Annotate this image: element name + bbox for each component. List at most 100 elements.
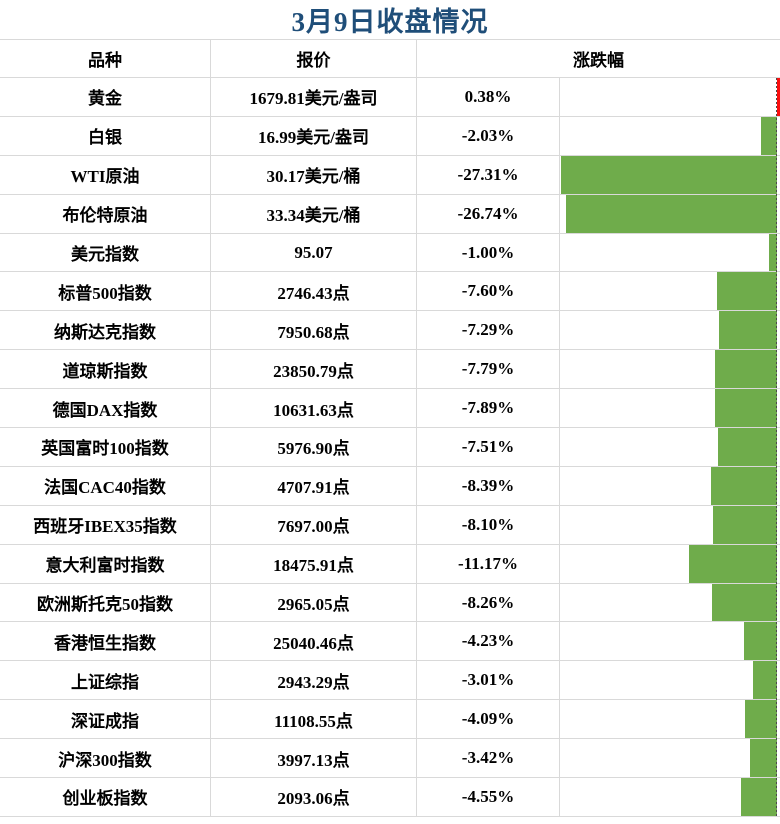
table-header-row: 品种 报价 涨跌幅 [0, 40, 780, 78]
change-bar-cell [560, 155, 780, 194]
change-bar-cell [560, 622, 780, 661]
change-pct-cell: -7.79% [417, 350, 560, 389]
change-bar-cell [560, 739, 780, 778]
variety-cell: 白银 [0, 116, 211, 155]
change-pct-cell: -2.03% [417, 116, 560, 155]
variety-cell: 美元指数 [0, 233, 211, 272]
change-pct-cell: -3.42% [417, 739, 560, 778]
table-row: WTI原油 30.17美元/桶 -27.31% [0, 155, 780, 195]
change-pct-cell: -8.10% [417, 505, 560, 544]
table-row: 德国DAX指数 10631.63点 -7.89% [0, 389, 780, 429]
change-bar-cell [560, 544, 780, 583]
quote-cell: 2943.29点 [211, 661, 417, 700]
change-bar [712, 505, 777, 544]
variety-cell: 纳斯达克指数 [0, 311, 211, 350]
quote-cell: 1679.81美元/盎司 [211, 78, 417, 116]
change-bar-cell [560, 505, 780, 544]
change-pct-cell: -4.09% [417, 700, 560, 739]
table-row: 香港恒生指数 25040.46点 -4.23% [0, 622, 780, 662]
variety-cell: 布伦特原油 [0, 194, 211, 233]
change-bar [777, 78, 780, 116]
change-pct-cell: -7.29% [417, 311, 560, 350]
change-bar-cell [560, 311, 780, 350]
change-bar [710, 466, 777, 505]
change-pct-cell: -7.60% [417, 272, 560, 311]
quote-cell: 25040.46点 [211, 622, 417, 661]
change-pct-cell: -8.26% [417, 583, 560, 622]
quote-cell: 11108.55点 [211, 700, 417, 739]
change-pct-cell: -3.01% [417, 661, 560, 700]
change-bar [760, 116, 777, 155]
variety-cell: 欧洲斯托克50指数 [0, 583, 211, 622]
change-bar-cell [560, 661, 780, 700]
table-body: 黄金 1679.81美元/盎司 0.38% 白银 16.99美元/盎司 -2.03% WTI… [0, 78, 780, 817]
table-row: 布伦特原油 33.34美元/桶 -26.74% [0, 194, 780, 234]
change-bar [715, 350, 777, 389]
table-row: 道琼斯指数 23850.79点 -7.79% [0, 350, 780, 390]
change-pct-cell: -4.55% [417, 778, 560, 816]
quote-cell: 7697.00点 [211, 505, 417, 544]
table-row: 黄金 1679.81美元/盎司 0.38% [0, 78, 780, 117]
change-pct-cell: -1.00% [417, 233, 560, 272]
header-change: 涨跌幅 [573, 51, 624, 70]
table-row: 上证综指 2943.29点 -3.01% [0, 661, 780, 701]
table-row: 纳斯达克指数 7950.68点 -7.29% [0, 311, 780, 351]
table-row: 沪深300指数 3997.13点 -3.42% [0, 739, 780, 779]
variety-cell: 上证综指 [0, 661, 211, 700]
change-bar-cell [560, 194, 780, 233]
change-bar-cell [560, 233, 780, 272]
change-pct-cell: -27.31% [417, 155, 560, 194]
variety-cell: WTI原油 [0, 155, 211, 194]
change-bar-cell [560, 700, 780, 739]
change-bar [743, 622, 777, 661]
table-row: 白银 16.99美元/盎司 -2.03% [0, 116, 780, 156]
table-row: 标普500指数 2746.43点 -7.60% [0, 272, 780, 312]
variety-cell: 创业板指数 [0, 778, 211, 816]
page-title: 3月9日收盘情况 [291, 7, 489, 37]
quote-cell: 30.17美元/桶 [211, 155, 417, 194]
change-bar [565, 194, 777, 233]
change-bar [561, 155, 777, 194]
change-pct-cell: -26.74% [417, 194, 560, 233]
change-pct-cell: -8.39% [417, 466, 560, 505]
quote-cell: 5976.90点 [211, 428, 417, 466]
quote-cell: 18475.91点 [211, 544, 417, 583]
change-bar-cell [560, 350, 780, 389]
change-bar-cell [560, 272, 780, 311]
header-quote: 报价 [211, 40, 417, 77]
quote-cell: 3997.13点 [211, 739, 417, 778]
variety-cell: 深证成指 [0, 700, 211, 739]
change-bar [750, 739, 777, 778]
table-row: 意大利富时指数 18475.91点 -11.17% [0, 544, 780, 584]
change-bar [744, 700, 777, 739]
quote-cell: 16.99美元/盎司 [211, 116, 417, 155]
change-bar-cell [560, 389, 780, 428]
variety-cell: 道琼斯指数 [0, 350, 211, 389]
change-bar [716, 272, 777, 311]
quote-cell: 7950.68点 [211, 311, 417, 350]
table-row: 深证成指 11108.55点 -4.09% [0, 700, 780, 740]
change-bar [711, 583, 777, 622]
table-row: 西班牙IBEX35指数 7697.00点 -8.10% [0, 505, 780, 545]
change-bar [741, 778, 777, 816]
quote-cell: 23850.79点 [211, 350, 417, 389]
change-bar [688, 544, 777, 583]
change-bar-cell [560, 428, 780, 466]
title-bar: 3月9日收盘情况 [0, 0, 780, 40]
table-row: 法国CAC40指数 4707.91点 -8.39% [0, 466, 780, 506]
quote-cell: 2093.06点 [211, 778, 417, 816]
table-row: 美元指数 95.07 -1.00% [0, 233, 780, 273]
quote-cell: 33.34美元/桶 [211, 194, 417, 233]
change-bar-cell [560, 116, 780, 155]
variety-cell: 西班牙IBEX35指数 [0, 505, 211, 544]
change-bar-cell [560, 466, 780, 505]
quote-cell: 2965.05点 [211, 583, 417, 622]
variety-cell: 意大利富时指数 [0, 544, 211, 583]
change-bar-cell [560, 778, 780, 816]
change-pct-cell: -4.23% [417, 622, 560, 661]
change-pct-cell: 0.38% [417, 78, 560, 116]
table-row: 欧洲斯托克50指数 2965.05点 -8.26% [0, 583, 780, 623]
change-pct-cell: -7.51% [417, 428, 560, 466]
change-bar [717, 428, 777, 466]
